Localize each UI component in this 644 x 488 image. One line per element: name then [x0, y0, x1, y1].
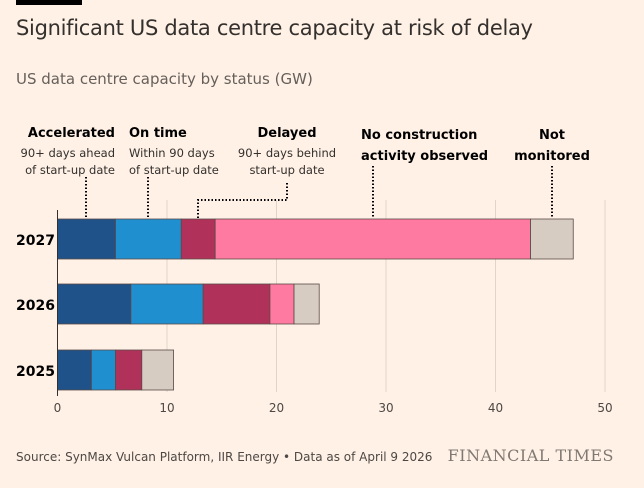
bar-2027-accelerated	[57, 218, 116, 260]
bar-2025-on-time	[91, 349, 116, 391]
bar-2027-no-construction-activity-observed	[214, 218, 531, 260]
legend-description: start-up date	[249, 163, 324, 177]
chart-title: Significant US data centre capacity at r…	[16, 16, 533, 40]
legend-label: activity observed	[361, 149, 488, 164]
x-tick-label: 0	[54, 401, 62, 415]
bar-2026-on-time	[130, 283, 204, 325]
legend-label: On time	[129, 126, 187, 141]
legend-label: Not	[539, 128, 565, 143]
category-label: 2027	[16, 233, 55, 249]
legend-leader-line	[197, 183, 288, 218]
legend-description: of start-up date	[25, 163, 115, 177]
x-tick-label: 20	[269, 401, 284, 415]
legend-description: 90+ days behind	[238, 146, 336, 160]
legend-label: Accelerated	[28, 126, 115, 141]
legend-label: No construction	[361, 128, 477, 143]
x-tick-label: 10	[159, 401, 174, 415]
bar-2025-accelerated	[57, 349, 92, 391]
category-label: 2025	[16, 364, 55, 380]
legend-label: monitored	[514, 149, 590, 164]
bar-2025-not-monitored	[141, 349, 174, 391]
legend-description: of start-up date	[129, 163, 219, 177]
bar-2027-on-time	[115, 218, 182, 260]
bar-2027-not-monitored	[530, 218, 574, 260]
legend-description: 90+ days ahead	[21, 146, 115, 160]
bar-2026-no-construction-activity-observed	[269, 283, 295, 325]
ft-logo: FINANCIAL TIMES	[447, 446, 614, 465]
legend-label: Delayed	[257, 126, 316, 141]
x-tick-label: 40	[488, 401, 503, 415]
x-tick-label: 30	[378, 401, 393, 415]
bar-2025-delayed	[115, 349, 143, 391]
ft-top-bar	[16, 0, 82, 5]
bar-2027-delayed	[180, 218, 216, 260]
chart-subtitle: US data centre capacity by status (GW)	[16, 70, 313, 88]
source-note: Source: SynMax Vulcan Platform, IIR Ener…	[16, 450, 433, 464]
bar-2026-delayed	[202, 283, 271, 325]
category-label: 2026	[16, 298, 55, 314]
bar-2026-not-monitored	[293, 283, 320, 325]
legend-description: Within 90 days	[129, 146, 215, 160]
x-tick-label: 50	[597, 401, 612, 415]
bar-2026-accelerated	[57, 283, 132, 325]
